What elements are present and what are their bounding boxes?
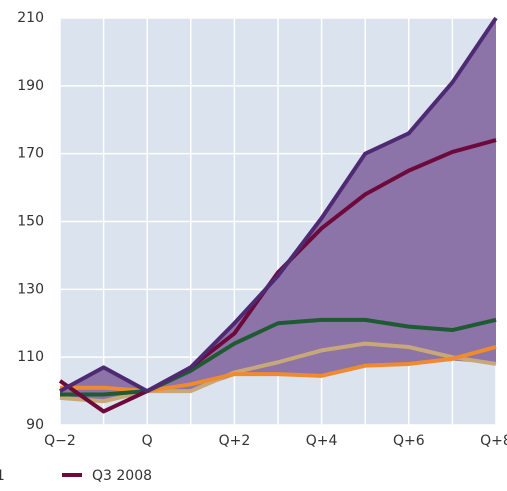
y-tick-label: 150 — [17, 214, 44, 230]
legend-label: Q3 2008 — [92, 468, 152, 484]
x-tick-label: Q — [142, 433, 153, 449]
series-line — [59, 341, 497, 404]
y-tick-label: 110 — [17, 349, 44, 365]
x-tick-label: Q+6 — [393, 433, 425, 449]
legend-label: 001 — [0, 468, 5, 484]
y-tick-label: 130 — [17, 281, 44, 297]
band-area — [60, 18, 496, 402]
x-tick-label: Q+4 — [306, 433, 338, 449]
y-tick-label: 210 — [17, 10, 44, 26]
y-tick-label: 170 — [17, 146, 44, 162]
x-tick-label: Q+2 — [219, 433, 251, 449]
y-tick-label: 190 — [17, 78, 44, 94]
x-tick-label: Q−2 — [44, 433, 76, 449]
y-tick-label: 90 — [26, 417, 44, 433]
series-line — [59, 16, 498, 394]
series-line — [58, 138, 497, 414]
series-line — [60, 317, 497, 397]
x-tick-label: Q+8 — [480, 433, 507, 449]
series-line — [60, 345, 497, 394]
